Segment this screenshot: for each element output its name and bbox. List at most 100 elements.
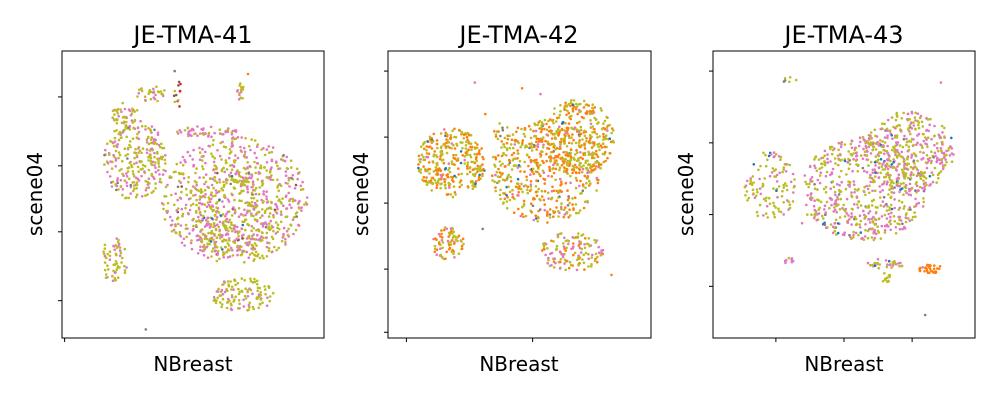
scatter-point bbox=[858, 140, 862, 144]
y-axis-label: scene04 bbox=[349, 152, 373, 236]
scatter-point bbox=[439, 132, 443, 135]
scatter-point bbox=[813, 187, 817, 190]
scatter-point bbox=[447, 162, 451, 165]
scatter-point bbox=[885, 276, 889, 280]
scatter-point bbox=[594, 241, 597, 244]
scatter-point bbox=[546, 247, 549, 250]
scatter-point bbox=[895, 149, 899, 152]
scatter-point bbox=[894, 226, 898, 229]
scatter-point bbox=[224, 233, 228, 236]
scatter-point bbox=[248, 301, 251, 305]
scatter-point bbox=[855, 203, 859, 206]
scatter-point bbox=[571, 133, 574, 136]
scatter-point bbox=[454, 235, 457, 239]
scatter-point bbox=[599, 166, 602, 170]
scatter-point bbox=[430, 140, 434, 143]
scatter-point bbox=[823, 223, 827, 226]
scatter-point bbox=[140, 124, 144, 128]
scatter-point bbox=[889, 228, 892, 232]
scatter-point bbox=[852, 183, 856, 186]
scatter-point bbox=[773, 215, 776, 219]
scatter-point bbox=[139, 119, 142, 123]
scatter-point bbox=[233, 279, 237, 283]
scatter-point bbox=[850, 212, 853, 215]
scatter-point bbox=[853, 191, 856, 194]
scatter-point bbox=[572, 99, 576, 102]
scatter-point bbox=[232, 186, 236, 189]
scatter-point bbox=[593, 259, 597, 263]
scatter-point bbox=[774, 206, 777, 209]
scatter-point bbox=[125, 181, 128, 184]
scatter-point bbox=[596, 155, 600, 158]
scatter-point bbox=[781, 189, 784, 193]
scatter-point bbox=[923, 185, 926, 188]
scatter-point bbox=[210, 183, 214, 187]
scatter-point bbox=[836, 231, 840, 235]
scatter-point bbox=[608, 137, 612, 140]
scatter-point bbox=[569, 152, 572, 155]
scatter-point bbox=[565, 145, 569, 148]
scatter-point bbox=[106, 162, 110, 165]
scatter-point bbox=[897, 262, 900, 265]
scatter-point bbox=[151, 160, 155, 164]
scatter-point bbox=[237, 235, 240, 238]
scatter-point bbox=[869, 143, 872, 147]
scatter-point bbox=[221, 297, 225, 301]
scatter-point bbox=[542, 143, 545, 147]
scatter-point bbox=[461, 154, 465, 157]
scatter-point bbox=[599, 107, 603, 110]
scatter-point bbox=[527, 164, 530, 168]
scatter-point bbox=[904, 167, 907, 170]
scatter-point bbox=[808, 197, 812, 200]
scatter-point bbox=[421, 143, 425, 146]
scatter-point bbox=[236, 225, 239, 229]
scatter-point bbox=[436, 163, 439, 167]
scatter-point bbox=[564, 206, 567, 209]
scatter-point bbox=[255, 199, 259, 203]
scatter-point bbox=[212, 186, 215, 190]
scatter-point bbox=[582, 99, 586, 103]
scatter-point bbox=[204, 180, 208, 184]
scatter-point bbox=[561, 120, 565, 124]
scatter-point bbox=[931, 180, 935, 184]
scatter-point bbox=[305, 203, 309, 206]
scatter-point bbox=[255, 145, 259, 148]
scatter-point bbox=[850, 139, 854, 142]
scatter-point bbox=[179, 235, 183, 238]
scatter-point bbox=[914, 153, 917, 157]
scatter-point bbox=[204, 218, 208, 222]
scatter-point bbox=[210, 217, 214, 220]
scatter-point bbox=[453, 127, 456, 131]
scatter-point bbox=[910, 154, 914, 157]
scatter-point bbox=[938, 158, 941, 161]
scatter-point bbox=[552, 145, 556, 149]
scatter-point bbox=[276, 178, 279, 182]
scatter-point bbox=[528, 142, 531, 146]
scatter-point bbox=[479, 164, 482, 168]
scatter-point bbox=[873, 261, 877, 265]
scatter-point bbox=[568, 159, 572, 163]
scatter-point bbox=[462, 137, 466, 140]
scatter-point bbox=[133, 118, 137, 122]
scatter-point bbox=[871, 263, 874, 267]
scatter-point bbox=[161, 94, 165, 98]
scatter-point bbox=[453, 242, 456, 245]
scatter-point bbox=[575, 130, 579, 133]
scatter-point bbox=[226, 233, 230, 236]
scatter-point bbox=[466, 138, 470, 142]
scatter-point bbox=[917, 126, 921, 130]
scatter-point bbox=[200, 128, 203, 131]
scatter-point bbox=[881, 279, 885, 283]
scatter-point bbox=[295, 211, 299, 214]
scatter-point bbox=[586, 199, 589, 203]
plot-frame bbox=[712, 50, 976, 339]
scatter-point bbox=[221, 200, 224, 203]
scatter-point bbox=[522, 132, 526, 136]
scatter-point bbox=[820, 214, 824, 218]
scatter-point bbox=[787, 256, 791, 260]
scatter-point bbox=[222, 283, 225, 286]
scatter-point bbox=[583, 200, 587, 204]
scatter-point bbox=[576, 159, 579, 162]
scatter-point bbox=[187, 134, 190, 138]
